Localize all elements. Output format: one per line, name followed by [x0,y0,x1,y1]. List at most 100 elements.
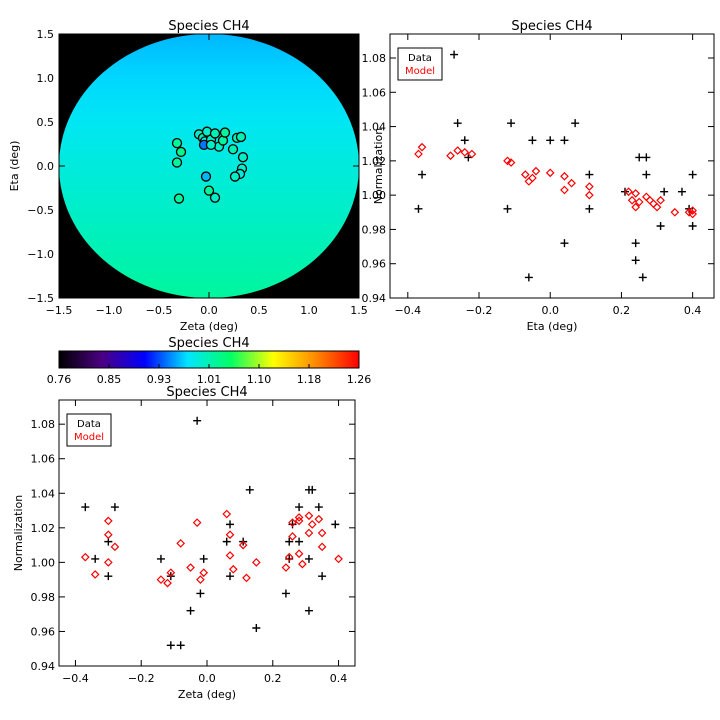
eta-x-label: Eta (deg) [527,320,578,333]
zeta-y-tick-label: 0.98 [31,591,56,604]
eta-legend-box [397,47,443,81]
zeta-model-point [176,539,186,548]
eta-model-point [446,151,455,161]
eta-data-point [656,222,665,230]
zeta-model-point [110,542,120,552]
map-point [203,185,215,196]
eta-model-point [642,192,651,202]
map-y-tick-label: −0.5 [27,204,54,217]
eta-data-point [642,170,651,179]
eta-y-tick-label: 1.06 [362,86,387,99]
map-y-tick-label: −1.0 [27,248,54,261]
eta-x-tick-label: 0.2 [613,304,631,317]
map-y-tick-label: 1.0 [37,72,55,85]
zeta-data-point [295,537,304,546]
eta-data-point [631,256,640,265]
eta-data-point [638,273,647,282]
zeta-model-point [251,558,261,567]
eta-y-axis: 0.94 0.96 0.98 1.00 1.02 1.04 1.06 1.08 [362,52,714,305]
zeta-model-point [298,559,307,569]
zeta-x-label: Zeta (deg) [178,688,236,701]
zeta-model-point [314,514,324,524]
colorbar-ticks: 0.76 0.85 0.93 1.01 1.10 1.18 1.26 [47,364,371,386]
zeta-data-point [288,520,297,529]
zeta-model-point [186,563,195,572]
zeta-data-point [304,606,313,615]
eta-data-point [571,119,580,128]
zeta-model-point [103,516,113,526]
eta-data-point [453,119,462,128]
zeta-y-tick-label: 1.02 [31,522,56,535]
eta-data-point [560,239,569,248]
zeta-y-tick-label: 1.06 [31,453,56,466]
eta-data-point [660,187,669,196]
zeta-y-tick-label: 1.04 [31,487,56,500]
map-y-tick-label: 0.0 [37,160,55,173]
zeta-legend-model: Model [74,432,104,443]
zeta-model-point [294,516,304,526]
sky-map-panel: Species CH4 −1.5 −1.0 −0.5 0.0 0.5 1.0 1.5 −1.… [8,19,368,333]
zeta-data-point [304,554,313,563]
zeta-model-point [294,513,304,522]
zeta-data-point [199,554,208,563]
eta-data-point [560,136,569,145]
zeta-y-tick-label: 0.94 [31,660,56,673]
eta-model-point [631,189,641,198]
map-y-tick-label: 1.5 [37,28,55,41]
eta-legend: Data Model [397,47,443,81]
eta-y-tick-label: 1.04 [362,121,387,134]
zeta-data-point [226,520,235,529]
zeta-data-point [226,572,235,581]
eta-data-point [642,153,651,162]
colorbar-tick-label: 0.93 [147,373,172,386]
zeta-model-point [242,573,251,583]
map-point [205,139,217,151]
zeta-data-point [318,572,327,581]
eta-model-point [645,195,655,205]
eta-data-point [635,153,644,162]
eta-model-point [585,182,594,191]
map-point [200,171,212,182]
zeta-data-point [295,503,304,512]
zeta-data-point [91,554,100,563]
eta-frame [389,33,715,299]
eta-model-point [524,177,534,186]
zeta-model-point [199,568,209,578]
eta-y-tick-label: 0.94 [362,292,387,305]
zeta-model-point [284,552,294,562]
zeta-model-point [166,568,176,578]
map-y-tick-label: 0.5 [37,116,55,129]
zeta-model-point [225,551,235,560]
map-x-tick-label: −1.0 [96,304,123,317]
map-point [229,171,241,182]
eta-y-tick-label: 1.02 [362,155,387,168]
eta-model-point [624,187,633,197]
eta-title: Species CH4 [511,19,592,34]
eta-model-point [560,171,569,181]
map-y-label: Eta (deg) [8,141,21,192]
zeta-model-point [228,564,238,574]
zeta-model-point [196,575,205,584]
eta-scatter-panel: Species CH4 −0.4 −0.2 0.0 0.2 0.4 0.940.960.… [362,19,715,333]
eta-model-point [652,202,662,212]
map-point [227,144,239,155]
zeta-y-tick-label: 0.96 [31,625,56,638]
map-y-tick-label: −1.5 [27,292,54,305]
map-field-disk [59,34,359,298]
eta-data-point [414,204,423,213]
eta-data-point [507,119,516,128]
eta-model-point [670,207,680,217]
zeta-y-axis: 0.94 0.96 0.98 1.00 1.02 1.04 1.06 1.08 [31,418,355,673]
map-point [209,192,221,203]
zeta-model-point [334,554,343,564]
eta-model-point [460,147,470,157]
eta-data-point [503,204,512,213]
zeta-data-point [252,624,261,632]
zeta-y-label: Normalization [12,495,25,571]
eta-model-point [520,170,530,179]
eta-data-point [460,136,469,145]
map-point [171,137,183,149]
eta-model-point [649,199,658,209]
zeta-x-tick-label: −0.2 [128,672,155,685]
zeta-model-point [192,518,202,527]
